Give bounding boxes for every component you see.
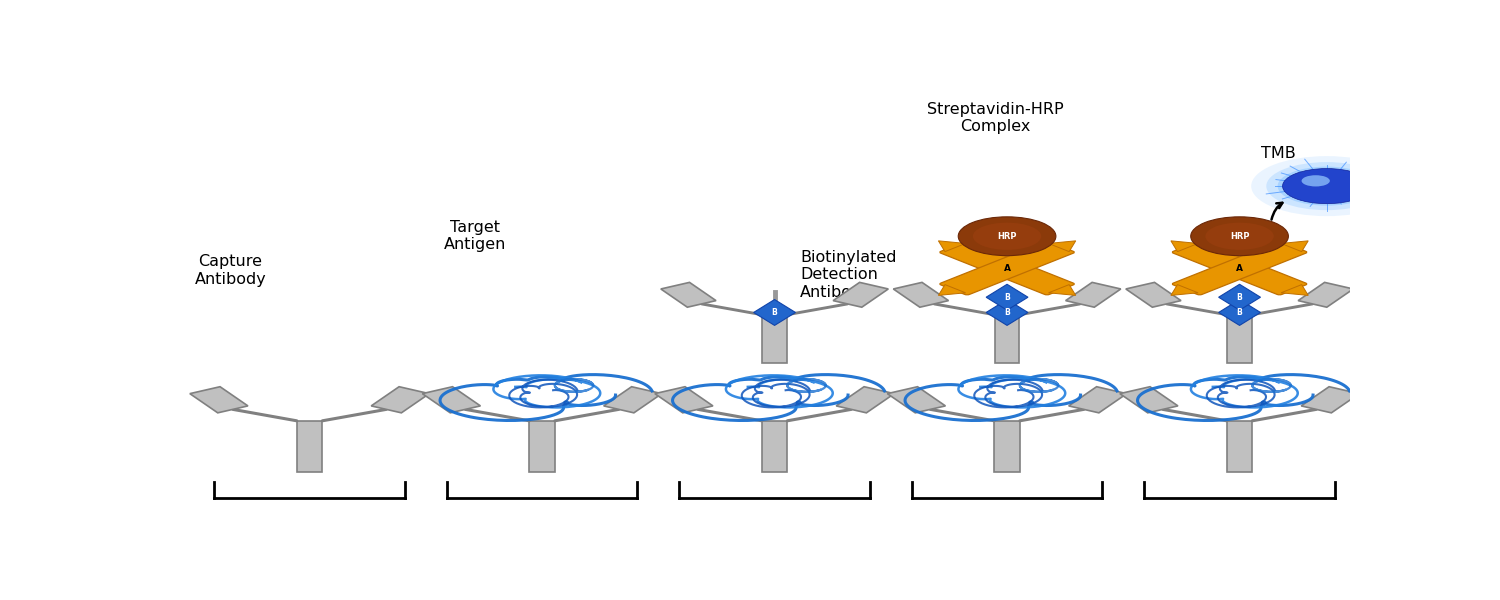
FancyBboxPatch shape: [894, 283, 948, 307]
Circle shape: [1191, 217, 1288, 256]
FancyBboxPatch shape: [423, 387, 480, 413]
Polygon shape: [1172, 284, 1198, 295]
FancyBboxPatch shape: [662, 283, 716, 307]
Polygon shape: [753, 299, 795, 325]
Circle shape: [1302, 175, 1330, 187]
Circle shape: [1206, 223, 1274, 250]
Circle shape: [1288, 171, 1365, 201]
FancyBboxPatch shape: [1126, 283, 1180, 307]
FancyBboxPatch shape: [762, 315, 786, 363]
Polygon shape: [986, 299, 1028, 325]
Text: Streptavidin-HRP
Complex: Streptavidin-HRP Complex: [927, 102, 1064, 134]
Text: B: B: [1236, 293, 1242, 302]
Text: HRP: HRP: [998, 232, 1017, 241]
FancyBboxPatch shape: [190, 387, 248, 413]
Text: A: A: [1236, 263, 1244, 272]
FancyBboxPatch shape: [1298, 283, 1353, 307]
Circle shape: [958, 217, 1056, 256]
FancyBboxPatch shape: [1227, 315, 1251, 363]
Polygon shape: [986, 284, 1028, 310]
FancyBboxPatch shape: [297, 421, 322, 472]
FancyBboxPatch shape: [1065, 283, 1120, 307]
Text: Biotinylated
Detection
Antibody: Biotinylated Detection Antibody: [800, 250, 897, 299]
Polygon shape: [1281, 284, 1308, 295]
Text: B: B: [1004, 308, 1010, 317]
Circle shape: [1278, 167, 1376, 206]
Text: TMB: TMB: [1260, 146, 1296, 161]
FancyBboxPatch shape: [939, 241, 1074, 295]
FancyBboxPatch shape: [994, 315, 1018, 363]
FancyBboxPatch shape: [530, 421, 555, 472]
Polygon shape: [1218, 299, 1260, 325]
FancyBboxPatch shape: [1068, 387, 1126, 413]
FancyBboxPatch shape: [656, 387, 712, 413]
Text: B: B: [1236, 308, 1242, 317]
FancyBboxPatch shape: [370, 387, 429, 413]
Text: B: B: [771, 308, 777, 317]
FancyBboxPatch shape: [1300, 387, 1359, 413]
Text: Capture
Antibody: Capture Antibody: [195, 254, 267, 287]
FancyBboxPatch shape: [603, 387, 662, 413]
Circle shape: [1251, 156, 1403, 216]
Polygon shape: [1218, 284, 1260, 310]
Circle shape: [1282, 169, 1371, 203]
FancyBboxPatch shape: [939, 241, 1074, 295]
FancyBboxPatch shape: [994, 421, 1020, 472]
FancyBboxPatch shape: [836, 387, 894, 413]
FancyBboxPatch shape: [833, 283, 888, 307]
Text: A: A: [1004, 263, 1011, 272]
FancyBboxPatch shape: [1172, 241, 1306, 295]
Polygon shape: [939, 241, 966, 251]
Polygon shape: [1048, 284, 1076, 295]
Text: HRP: HRP: [1230, 232, 1250, 241]
Text: B: B: [1004, 293, 1010, 302]
FancyBboxPatch shape: [762, 421, 788, 472]
FancyBboxPatch shape: [1227, 421, 1252, 472]
Text: Target
Antigen: Target Antigen: [444, 220, 506, 252]
Polygon shape: [1172, 241, 1198, 251]
FancyBboxPatch shape: [888, 387, 945, 413]
FancyBboxPatch shape: [1120, 387, 1178, 413]
Circle shape: [1266, 162, 1388, 210]
Circle shape: [974, 223, 1041, 250]
FancyBboxPatch shape: [1172, 241, 1306, 295]
Polygon shape: [939, 284, 966, 295]
Polygon shape: [1281, 241, 1308, 251]
Polygon shape: [1048, 241, 1076, 251]
